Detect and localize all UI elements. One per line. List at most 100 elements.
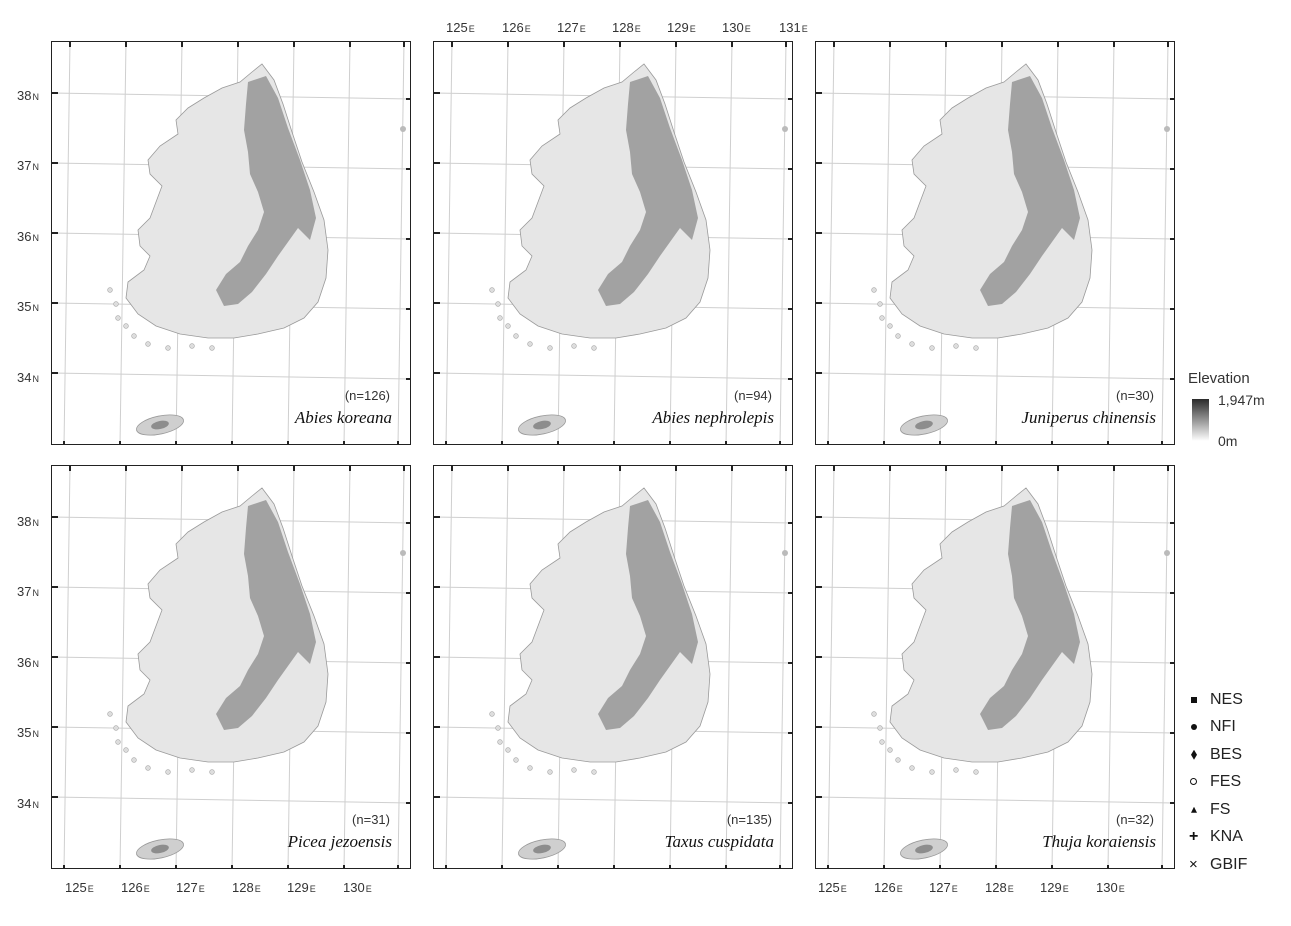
legend-item-fs: FS	[1188, 796, 1288, 824]
southwest-islets	[489, 711, 597, 775]
mountain-range	[980, 76, 1080, 306]
jeju-peak	[151, 844, 169, 854]
dot-marker-icon	[1188, 719, 1210, 735]
elevation-legend-title: Elevation	[1188, 370, 1250, 387]
jeju-peak	[533, 844, 551, 854]
edge-ticks	[816, 466, 1174, 868]
ulleungdo-island	[1164, 550, 1170, 556]
latitude-tick: 38N	[17, 514, 39, 529]
jeju-peak	[915, 844, 933, 854]
longitude-tick-bottom: 126E	[874, 880, 903, 895]
korea-elevation-map	[816, 466, 1174, 868]
longitude-tick-bottom: 129E	[1040, 880, 1069, 895]
elevation-max-label: 1,947m	[1218, 392, 1265, 408]
legend-item-fes: FES	[1188, 769, 1288, 797]
southwest-islets	[871, 711, 979, 775]
map-panel-juniperus-chinensis: (n=30) Juniperus chinensis	[815, 41, 1175, 445]
edge-ticks	[434, 466, 792, 868]
square-marker-icon	[1188, 692, 1210, 708]
elevation-min-label: 0m	[1218, 433, 1238, 449]
longitude-tick-top: 128E	[612, 20, 641, 35]
korea-elevation-map	[434, 42, 792, 444]
longitude-tick-bottom: 129E	[287, 880, 316, 895]
legend-label: GBIF	[1210, 855, 1248, 873]
species-name: Taxus cuspidata	[664, 832, 774, 851]
longitude-tick-bottom: 130E	[1096, 880, 1125, 895]
elevation-color-ramp	[1192, 399, 1209, 441]
species-name: Picea jezoensis	[287, 832, 392, 851]
longitude-tick-bottom: 127E	[929, 880, 958, 895]
species-name: Abies nephrolepis	[652, 408, 774, 427]
longitude-tick-top: 130E	[722, 20, 751, 35]
longitude-tick-bottom: 126E	[121, 880, 150, 895]
jeju-peak	[151, 420, 169, 430]
legend-label: NFI	[1210, 718, 1236, 736]
ulleungdo-island	[782, 550, 788, 556]
legend-item-nes: NES	[1188, 686, 1288, 714]
longitude-tick-bottom: 128E	[985, 880, 1014, 895]
legend-label: FES	[1210, 773, 1242, 791]
longitude-tick-bottom: 130E	[343, 880, 372, 895]
sample-count: (n=94)	[734, 388, 772, 403]
longitude-tick-bottom: 125E	[818, 880, 847, 895]
edge-ticks	[52, 466, 410, 868]
korea-elevation-map	[434, 466, 792, 868]
legend-item-nfi: NFI	[1188, 714, 1288, 742]
southwest-islets	[871, 287, 979, 351]
longitude-tick-top: 127E	[557, 20, 586, 35]
mountain-range	[980, 500, 1080, 730]
longitude-tick-top: 131E	[779, 20, 808, 35]
korea-elevation-map	[816, 42, 1174, 444]
mountain-range	[598, 500, 698, 730]
ring-marker-icon	[1188, 774, 1210, 790]
map-panel-thuja-koraiensis: (n=32) Thuja koraiensis	[815, 465, 1175, 869]
latitude-tick: 34N	[17, 796, 39, 811]
species-name: Thuja koraiensis	[1042, 832, 1156, 851]
legend-label: BES	[1210, 745, 1243, 763]
longitude-tick-bottom: 125E	[65, 880, 94, 895]
longitude-tick-bottom: 127E	[176, 880, 205, 895]
sample-count: (n=135)	[726, 812, 772, 827]
latitude-tick: 36N	[17, 229, 39, 244]
longitude-tick-top: 129E	[667, 20, 696, 35]
jeju-peak	[915, 420, 933, 430]
mountain-range	[216, 500, 316, 730]
diamond-marker-icon	[1188, 747, 1210, 763]
latitude-tick: 35N	[17, 725, 39, 740]
legend-label: KNA	[1210, 828, 1243, 846]
longitude-tick-top: 126E	[502, 20, 531, 35]
latitude-tick: 36N	[17, 655, 39, 670]
legend-item-kna: + KNA	[1188, 824, 1288, 852]
graticule	[816, 466, 1174, 868]
sample-count: (n=31)	[352, 812, 390, 827]
sample-count: (n=32)	[1116, 812, 1154, 827]
ulleungdo-island	[782, 126, 788, 132]
latitude-tick: 37N	[17, 158, 39, 173]
latitude-tick: 34N	[17, 370, 39, 385]
korea-elevation-map	[52, 42, 410, 444]
data-source-legend: NES NFI BES FES FS + KNA × GBIF	[1188, 686, 1288, 879]
southwest-islets	[107, 711, 215, 775]
latitude-tick: 37N	[17, 584, 39, 599]
longitude-tick-bottom: 128E	[232, 880, 261, 895]
species-name: Abies koreana	[294, 408, 392, 427]
longitude-tick-top: 125E	[446, 20, 475, 35]
ulleungdo-island	[1164, 126, 1170, 132]
map-panel-taxus-cuspidata: (n=135) Taxus cuspidata	[433, 465, 793, 869]
edge-ticks	[816, 42, 1174, 444]
latitude-tick: 35N	[17, 299, 39, 314]
mountain-range	[216, 76, 316, 306]
legend-label: FS	[1210, 800, 1231, 818]
species-name: Juniperus chinensis	[1021, 408, 1156, 427]
map-panel-picea-jezoensis: (n=31) Picea jezoensis	[51, 465, 411, 869]
southwest-islets	[107, 287, 215, 351]
elevation-legend: Elevation 1,947m 0m	[1188, 370, 1288, 460]
mountain-range	[598, 76, 698, 306]
triangle-marker-icon	[1188, 802, 1210, 818]
legend-label: NES	[1210, 690, 1243, 708]
cross-marker-icon: ×	[1189, 855, 1198, 873]
edge-ticks	[52, 42, 410, 444]
southwest-islets	[489, 287, 597, 351]
plus-marker-icon: +	[1189, 828, 1199, 846]
sample-count: (n=30)	[1116, 388, 1154, 403]
